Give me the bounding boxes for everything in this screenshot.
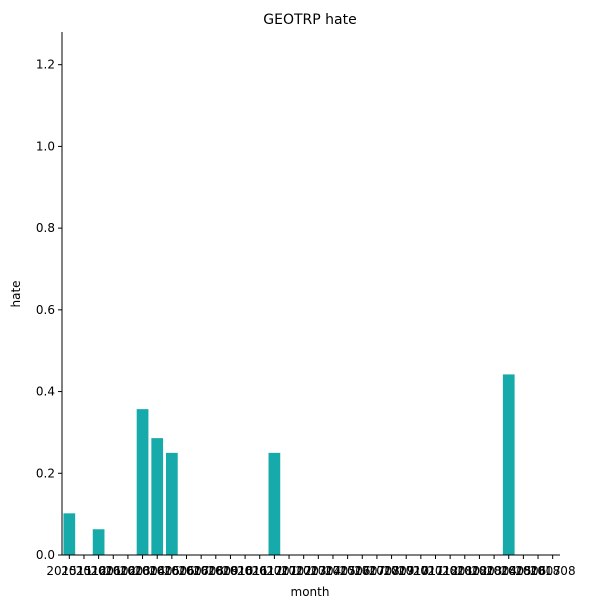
x-tick-label: 201803 bbox=[457, 564, 503, 578]
x-tick-label: 201511 bbox=[46, 564, 92, 578]
bar-201604 bbox=[136, 409, 149, 555]
x-tick-label: 201807 bbox=[515, 564, 561, 578]
x-tick-label: 201707 bbox=[339, 564, 385, 578]
x-tick-label: 201806 bbox=[500, 564, 546, 578]
bar-201511 bbox=[63, 513, 76, 555]
x-tick-label: 201512 bbox=[61, 564, 107, 578]
x-tick-label: 201704 bbox=[295, 564, 341, 578]
x-tick-label: 201702 bbox=[266, 564, 312, 578]
x-tick-label: 201712 bbox=[413, 564, 459, 578]
y-tick-label: 0.6 bbox=[36, 303, 55, 317]
y-tick-label: 0.8 bbox=[36, 221, 55, 235]
x-tick-label: 201607 bbox=[164, 564, 210, 578]
x-tick-label: 201612 bbox=[237, 564, 283, 578]
y-tick-label: 1.0 bbox=[36, 139, 55, 153]
x-tick-label: 201706 bbox=[325, 564, 371, 578]
x-tick-label: 201603 bbox=[105, 564, 151, 578]
y-tick-label: 0.0 bbox=[36, 548, 55, 562]
x-tick-label: 201709 bbox=[369, 564, 415, 578]
x-tick-label: 201701 bbox=[251, 564, 297, 578]
chart-title: GEOTRP hate bbox=[263, 12, 356, 28]
bar-201701 bbox=[268, 452, 281, 555]
x-tick-label: 201609 bbox=[193, 564, 239, 578]
bar-201606 bbox=[165, 452, 178, 555]
y-tick-label: 1.2 bbox=[36, 58, 55, 72]
x-tick-label: 201805 bbox=[486, 564, 532, 578]
x-tick-label: 201602 bbox=[90, 564, 136, 578]
x-tick-label: 201801 bbox=[427, 564, 473, 578]
y-tick-label: 0.2 bbox=[36, 466, 55, 480]
x-axis: 2015112015122016012016022016032016042016… bbox=[46, 554, 576, 578]
bar-series bbox=[63, 374, 515, 555]
x-tick-label: 201710 bbox=[383, 564, 429, 578]
x-tick-label: 201708 bbox=[354, 564, 400, 578]
x-axis-label: month bbox=[291, 585, 330, 599]
x-tick-label: 201604 bbox=[120, 564, 166, 578]
bar-201605 bbox=[151, 438, 164, 555]
bar-201805 bbox=[502, 374, 515, 555]
y-tick-label: 0.4 bbox=[36, 385, 55, 399]
x-tick-label: 201705 bbox=[310, 564, 356, 578]
x-tick-label: 201802 bbox=[442, 564, 488, 578]
x-tick-label: 201605 bbox=[134, 564, 180, 578]
y-axis-label: hate bbox=[9, 280, 23, 307]
x-tick-label: 201611 bbox=[222, 564, 268, 578]
x-tick-label: 201610 bbox=[208, 564, 254, 578]
x-tick-label: 201606 bbox=[149, 564, 195, 578]
bar-201601 bbox=[92, 529, 105, 555]
x-tick-label: 201601 bbox=[76, 564, 122, 578]
x-tick-label: 201804 bbox=[471, 564, 517, 578]
x-tick-label: 201711 bbox=[398, 564, 444, 578]
x-tick-label: 201608 bbox=[178, 564, 224, 578]
y-axis: 0.0 0.2 0.4 0.6 0.8 1.0 1.2 bbox=[36, 32, 63, 562]
x-tick-label: 201703 bbox=[281, 564, 327, 578]
x-tick-label: 201808 bbox=[530, 564, 576, 578]
